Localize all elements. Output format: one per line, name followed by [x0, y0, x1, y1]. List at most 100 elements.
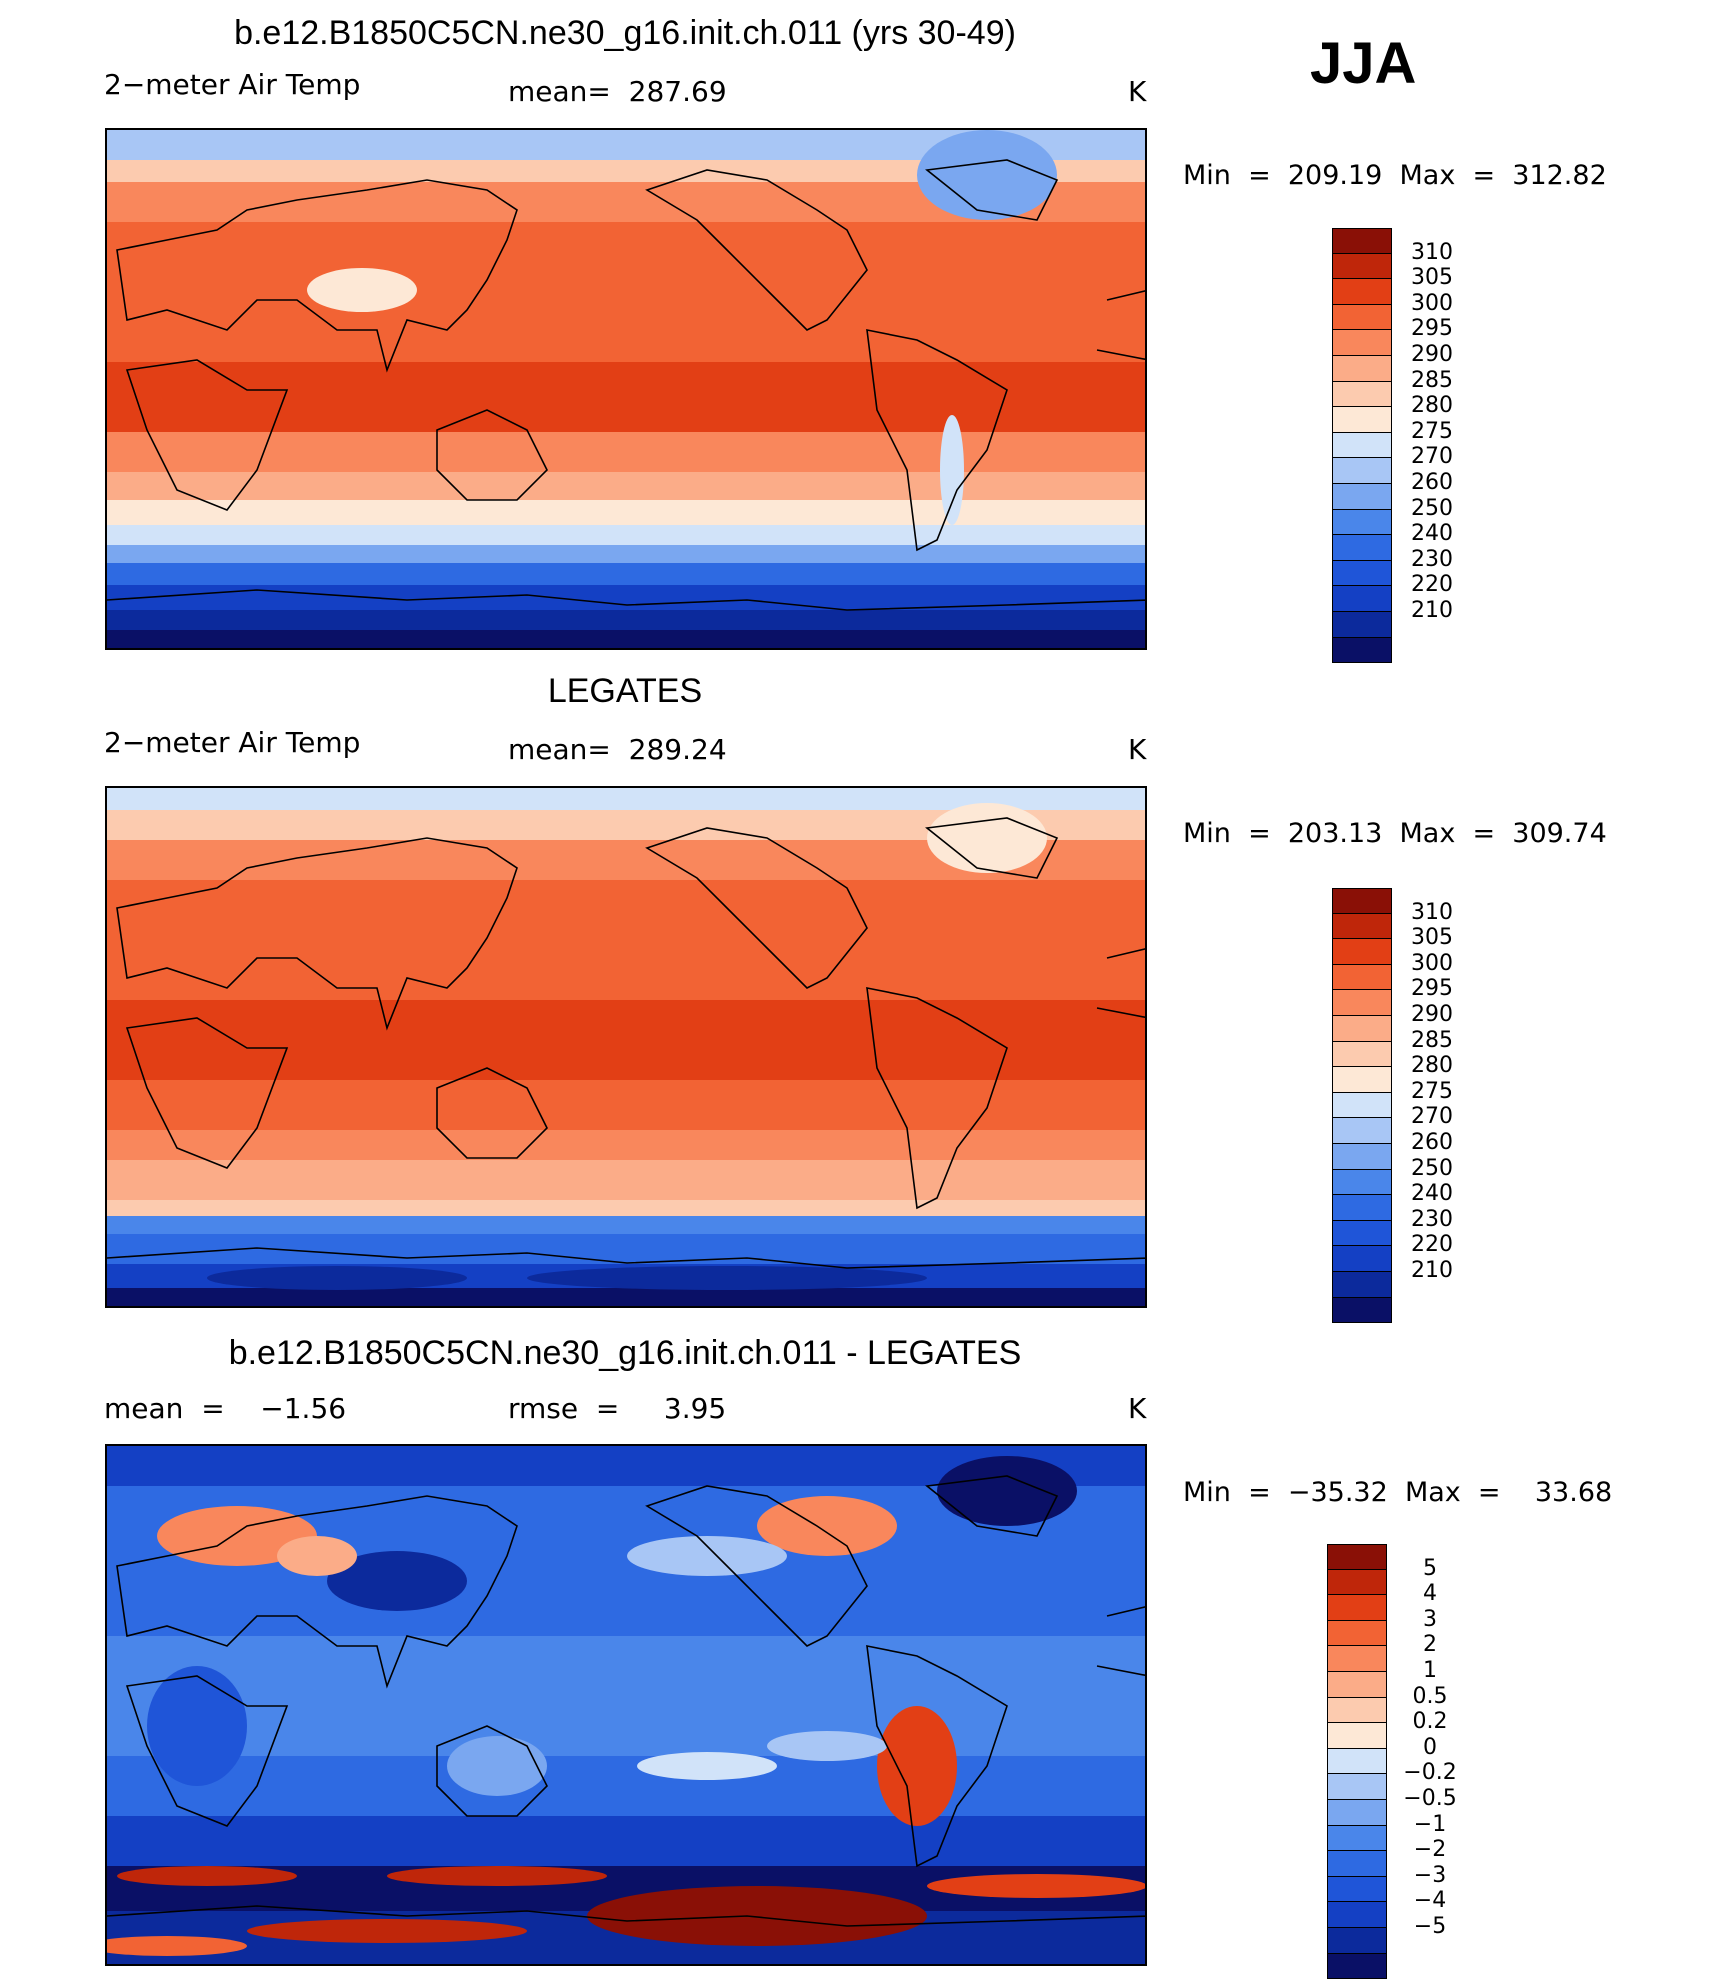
colorbar-swatch: [1332, 458, 1392, 484]
colorbar-swatch: [1332, 304, 1392, 331]
colorbar-tick-label: 250: [1411, 1155, 1453, 1181]
panel-2-colorbar: [1332, 888, 1392, 1324]
colorbar-swatch: [1332, 1143, 1392, 1170]
colorbar-tick-label: 3: [1423, 1606, 1437, 1632]
colorbar-tick-label: 240: [1411, 521, 1453, 547]
colorbar-tick-label: 300: [1411, 290, 1453, 316]
colorbar-tick-label: 210: [1411, 1258, 1453, 1283]
colorbar-tick-label: 230: [1411, 546, 1453, 572]
colorbar-tick-label: 4: [1423, 1581, 1437, 1607]
colorbar-swatch: [1327, 1927, 1387, 1954]
colorbar-swatch: [1327, 1748, 1387, 1775]
colorbar-tick-label: 295: [1411, 976, 1453, 1002]
colorbar-tick-label: 305: [1411, 265, 1453, 291]
colorbar-swatch: [1327, 1569, 1387, 1596]
colorbar-swatch: [1332, 1092, 1392, 1119]
colorbar-tick-label: 250: [1411, 495, 1453, 521]
colorbar-tick-label: 220: [1411, 572, 1453, 598]
colorbar-swatch: [1332, 637, 1392, 664]
colorbar-tick-label: 260: [1411, 470, 1453, 495]
colorbar-tick-label: 295: [1411, 316, 1453, 342]
colorbar-swatch: [1332, 964, 1392, 991]
colorbar-swatch: [1327, 1646, 1387, 1672]
colorbar-swatch: [1327, 1723, 1387, 1749]
colorbar-tick-label: −5: [1413, 1914, 1447, 1939]
colorbar-tick-label: 1: [1423, 1658, 1437, 1683]
colorbar-tick-label: 260: [1411, 1130, 1453, 1155]
colorbar-tick-label: 300: [1411, 950, 1453, 976]
colorbar-tick-label: 280: [1411, 393, 1453, 419]
colorbar-swatch: [1332, 483, 1392, 510]
colorbar-swatch: [1327, 1953, 1387, 1980]
colorbar-swatch: [1332, 1195, 1392, 1221]
colorbar-swatch: [1327, 1851, 1387, 1877]
colorbar-tick-label: 290: [1411, 342, 1453, 367]
colorbar-swatch: [1332, 535, 1392, 561]
panel-1-mean-label: mean= 287.69: [508, 75, 727, 108]
colorbar-swatch: [1332, 381, 1392, 408]
colorbar-swatch: [1327, 1799, 1387, 1826]
colorbar-tick-label: −3: [1413, 1862, 1447, 1888]
colorbar-tick-label: 240: [1411, 1181, 1453, 1207]
colorbar-tick-label: 310: [1411, 239, 1453, 265]
colorbar-swatch: [1332, 888, 1392, 914]
colorbar-swatch: [1327, 1620, 1387, 1647]
panel-3-map: [105, 1444, 1147, 1966]
colorbar-swatch: [1332, 509, 1392, 536]
colorbar-tick-label: 290: [1411, 1002, 1453, 1027]
panel-2-units: K: [1128, 733, 1147, 766]
panel-1-minmax: Min = 209.19 Max = 312.82: [1183, 160, 1607, 191]
panel-2-mean-label: mean= 289.24: [508, 733, 727, 766]
colorbar-tick-label: 0.2: [1412, 1709, 1448, 1735]
colorbar-swatch: [1332, 1246, 1392, 1272]
colorbar-tick-label: 275: [1411, 418, 1453, 444]
colorbar-tick-label: 285: [1411, 367, 1453, 393]
colorbar-swatch: [1332, 1041, 1392, 1068]
colorbar-tick-label: 5: [1423, 1555, 1437, 1581]
colorbar-swatch: [1332, 1067, 1392, 1093]
colorbar-swatch: [1332, 1271, 1392, 1298]
colorbar-tick-label: 280: [1411, 1053, 1453, 1079]
colorbar-tick-label: 0.5: [1412, 1683, 1448, 1709]
colorbar-swatch: [1332, 990, 1392, 1016]
colorbar-swatch: [1332, 253, 1392, 280]
colorbar-swatch: [1327, 1774, 1387, 1800]
panel-3-title: b.e12.B1850C5CN.ne30_g16.init.ch.011 - L…: [228, 1334, 1022, 1372]
panel-2-temperature-field: [107, 788, 1145, 1306]
colorbar-tick-label: −0.5: [1403, 1786, 1457, 1811]
panel-2-map: [105, 786, 1147, 1308]
colorbar-tick-label: 310: [1411, 899, 1453, 925]
colorbar-tick-label: 275: [1411, 1078, 1453, 1104]
panel-3-mean-label: mean = −1.56: [104, 1392, 347, 1425]
season-label: JJA: [1310, 31, 1417, 96]
colorbar-swatch: [1332, 1169, 1392, 1196]
colorbar-tick-label: −4: [1413, 1888, 1447, 1914]
colorbar-swatch: [1332, 330, 1392, 356]
panel-1-map: [105, 128, 1147, 650]
colorbar-tick-label: −1: [1413, 1811, 1447, 1837]
colorbar-swatch: [1332, 432, 1392, 459]
panel-2-title: LEGATES: [547, 672, 703, 710]
colorbar-swatch: [1332, 939, 1392, 965]
colorbar-swatch: [1327, 1876, 1387, 1903]
colorbar-swatch: [1327, 1825, 1387, 1852]
colorbar-swatch: [1332, 1297, 1392, 1324]
colorbar-swatch: [1327, 1902, 1387, 1928]
colorbar-tick-label: 210: [1411, 598, 1453, 623]
panel-2-minmax: Min = 203.13 Max = 309.74: [1183, 818, 1607, 849]
colorbar-swatch: [1332, 1220, 1392, 1247]
panel-3-colorbar: [1327, 1544, 1387, 1980]
colorbar-swatch: [1332, 407, 1392, 433]
colorbar-swatch: [1327, 1671, 1387, 1698]
colorbar-tick-label: 0: [1423, 1734, 1437, 1760]
panel-3-rmse-label: rmse = 3.95: [508, 1392, 727, 1425]
panel-2-variable-label: 2−meter Air Temp: [104, 726, 361, 759]
colorbar-swatch: [1332, 228, 1392, 254]
panel-3-units: K: [1128, 1392, 1147, 1425]
colorbar-swatch: [1332, 279, 1392, 305]
colorbar-tick-label: −2: [1413, 1837, 1447, 1863]
colorbar-swatch: [1327, 1595, 1387, 1621]
colorbar-tick-label: 230: [1411, 1206, 1453, 1232]
colorbar-swatch: [1327, 1544, 1387, 1570]
colorbar-tick-label: 285: [1411, 1027, 1453, 1053]
